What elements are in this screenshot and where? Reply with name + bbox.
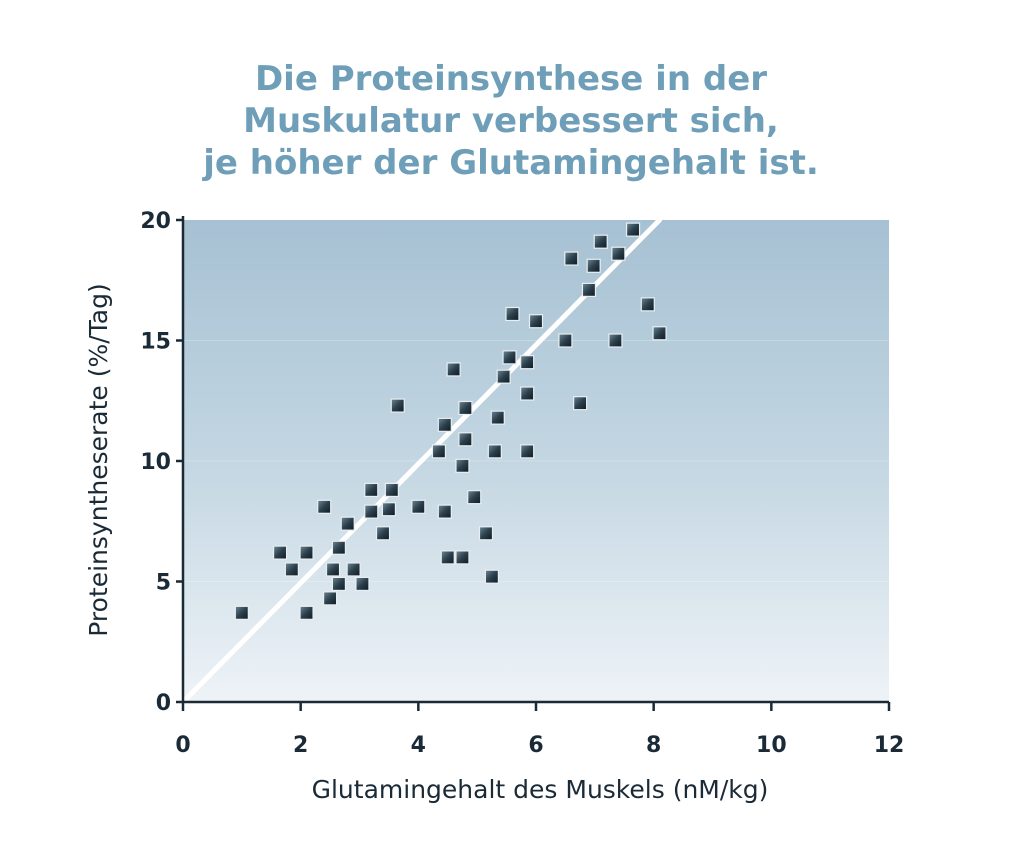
data-point [234, 605, 249, 620]
data-point [384, 482, 399, 498]
data-point [455, 550, 470, 565]
x-tick-label: 0 [175, 733, 190, 758]
chart-title-line: Muskulatur verbessert sich, [243, 101, 779, 141]
y-tick-label: 5 [156, 571, 171, 596]
x-axis-label: Glutamingehalt des Muskels (nM/kg) [312, 775, 769, 804]
data-point [299, 605, 314, 620]
data-point [317, 499, 332, 514]
data-point [640, 297, 655, 312]
data-point [455, 458, 470, 473]
data-point [437, 417, 452, 432]
data-point [381, 502, 397, 517]
data-point [520, 444, 535, 459]
y-tick-label: 0 [156, 691, 171, 716]
data-points [234, 222, 667, 620]
data-point [502, 350, 517, 365]
data-point [586, 258, 601, 273]
trend-line [180, 217, 663, 705]
x-tick-label: 4 [411, 733, 426, 758]
data-point [478, 526, 494, 541]
data-point [487, 444, 502, 459]
x-tick-label: 6 [528, 733, 543, 758]
data-point [573, 396, 588, 411]
data-point [411, 499, 426, 514]
data-point [564, 251, 579, 266]
data-point [528, 314, 544, 329]
data-point [611, 246, 626, 261]
data-point [375, 526, 391, 541]
data-point [331, 576, 347, 592]
x-tick-label: 12 [874, 733, 905, 758]
data-point [340, 516, 355, 531]
data-point [558, 333, 573, 348]
data-point [346, 562, 361, 577]
data-point [505, 306, 520, 322]
data-point [284, 562, 299, 577]
y-tick-label: 15 [140, 330, 171, 355]
data-point [608, 333, 623, 348]
data-point [581, 282, 597, 297]
plot-area [183, 220, 889, 702]
data-point [593, 234, 608, 249]
y-tick-label: 10 [140, 450, 171, 475]
data-point [520, 386, 535, 401]
axes: 0 2 4 6 8 10 12 0 5 10 15 20 [140, 209, 904, 758]
data-point [431, 444, 447, 459]
data-point [484, 569, 499, 584]
data-point [325, 562, 341, 577]
x-tick-label: 2 [293, 733, 308, 758]
data-point [490, 410, 505, 425]
trend-line-layer [180, 217, 663, 705]
plot-background [183, 220, 889, 702]
chart-title-line: Die Proteinsynthese in der [254, 59, 768, 99]
y-tick-label: 20 [140, 209, 171, 234]
data-point [625, 222, 641, 237]
data-point [446, 362, 461, 377]
data-point [331, 540, 347, 555]
data-point [458, 432, 473, 447]
chart-title-line: je höher der Glutamingehalt ist. [203, 143, 819, 183]
data-point [299, 545, 314, 560]
chart-title: Die Proteinsynthese in der Muskulatur ve… [0, 58, 1022, 184]
data-point [364, 504, 379, 519]
data-point [467, 490, 482, 505]
data-point [355, 576, 370, 592]
y-axis-label: Proteinsyntheserate (%/Tag) [84, 283, 113, 636]
data-point [437, 504, 452, 519]
data-point [364, 482, 379, 498]
data-point [652, 326, 667, 341]
x-tick-label: 8 [646, 733, 661, 758]
data-point [458, 400, 473, 416]
data-point [272, 545, 288, 560]
data-point [520, 355, 535, 370]
data-point [390, 398, 405, 413]
data-point [496, 369, 511, 384]
data-point [440, 550, 455, 565]
x-tick-label: 10 [756, 733, 787, 758]
data-point [322, 591, 338, 606]
